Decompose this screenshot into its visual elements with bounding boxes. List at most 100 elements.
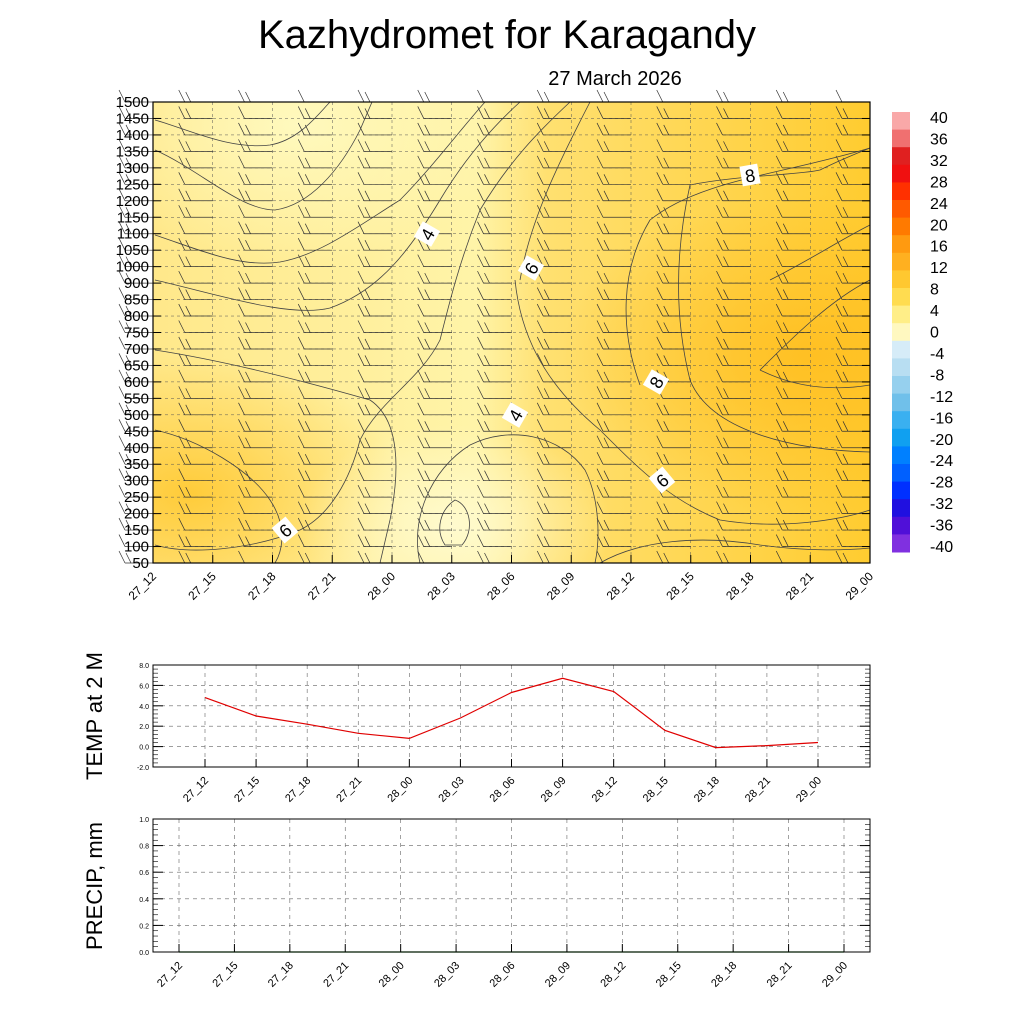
colorbar-label: 24 [930,196,948,213]
wind-barb [297,534,333,547]
wind-barb [596,89,631,103]
wind-barb [656,287,691,300]
wind-barb [477,517,512,531]
wind-barb [716,303,751,317]
wind-barb [357,402,392,416]
wind-barb [775,386,811,399]
y-tick-label: 1100 [117,226,149,243]
wind-barb [596,188,631,202]
y-tick-label: 1400 [116,127,149,144]
y-tick-label: 0.0 [139,950,149,957]
wind-barb [477,172,512,185]
wind-barb [357,353,392,366]
y-tick-label: 300 [124,473,149,490]
wind-barb [178,287,213,300]
colorbar-label: 20 [930,217,948,234]
wind-barb [656,419,691,432]
y-tick-label: 750 [124,325,149,342]
wind-barb [417,89,452,103]
wind-barb [118,155,153,169]
wind-barb [238,205,273,218]
y-tick-label: 700 [124,341,149,358]
wind-barb [417,254,452,267]
colorbar-swatch [892,534,910,553]
wind-barb [716,320,751,333]
wind-barb [417,287,452,300]
wind-barb [238,188,273,202]
wind-barb [178,139,213,152]
precip-x-axis: 27_12 27_15 27_18 27_21 28_00 28_03 28_06 28_09… [155,944,850,990]
wind-barb [596,320,631,333]
x-tick-label: 28_12 [604,569,638,603]
wind-barb [417,534,452,547]
colorbar-label: 0 [930,325,939,342]
colorbar-label: 8 [930,282,939,299]
wind-barb [297,106,333,119]
wind-barb [775,369,811,383]
wind-barb [178,386,213,399]
colorbar-label: 36 [930,131,948,148]
y-tick-label: 400 [124,440,149,457]
wind-barb [775,254,811,267]
wind-barb [297,386,333,399]
colorbar-swatch [892,112,910,131]
y-tick-label: 600 [124,374,149,391]
wind-barb [477,287,512,300]
wind-barb [596,402,631,416]
colorbar-swatch [892,464,910,483]
wind-barb [297,419,333,432]
x-tick-label: 27_15 [185,569,219,603]
wind-barb [297,402,333,416]
x-tick-label: 27_21 [334,775,364,805]
contour-line [759,279,871,371]
contour-line [154,101,373,211]
cross-section-panel: 4 6 8 8 4 6 6 [116,89,876,603]
wind-barb [775,122,811,136]
colorbar-label: 4 [930,303,939,320]
wind-barb [417,122,452,136]
wind-barb [357,270,392,284]
x-tick-label: 27_12 [155,960,185,990]
wind-barb [477,484,512,498]
x-tick-label: 28_21 [783,569,817,603]
colorbar-swatch [892,411,910,430]
wind-barb [596,270,631,284]
colorbar-swatch [892,217,910,236]
colorbar-label: -20 [930,432,953,449]
wind-barb [118,238,153,251]
y-tick-label: 0.4 [139,897,149,904]
y-tick-label: 900 [124,275,149,292]
wind-barb [596,139,631,152]
wind-barb [477,435,512,449]
wind-barb [417,336,452,350]
wind-barb [596,238,631,251]
wind-barb [716,254,751,267]
y-tick-label: 450 [124,423,149,440]
colorbar-label: 28 [930,174,948,191]
wind-barb [596,122,631,136]
wind-barb [656,238,691,251]
wind-barb [357,419,392,432]
wind-barb [417,517,452,531]
wind-barb [178,270,213,284]
contour-line [599,539,871,564]
colorbar-label: 40 [930,110,948,127]
wind-barb [716,353,751,366]
wind-barb [656,188,691,202]
wind-barb [477,534,512,547]
contour-labels: 4 6 8 8 4 6 6 [271,163,761,544]
wind-barb [238,517,273,531]
wind-barb [716,336,751,350]
wind-barb [118,534,153,547]
wind-barb [656,353,691,366]
chart-title: Kazhydromet for Karagandy [258,13,756,57]
colorbar-label: -16 [930,410,953,427]
wind-barb [477,238,512,251]
colorbar-label: -40 [930,539,953,556]
wind-barb [178,303,213,317]
wind-barb [656,221,691,235]
wind-barb [716,386,751,399]
contour-line [154,349,397,564]
wind-barb [417,155,452,169]
y-tick-label: 0.2 [139,923,149,930]
